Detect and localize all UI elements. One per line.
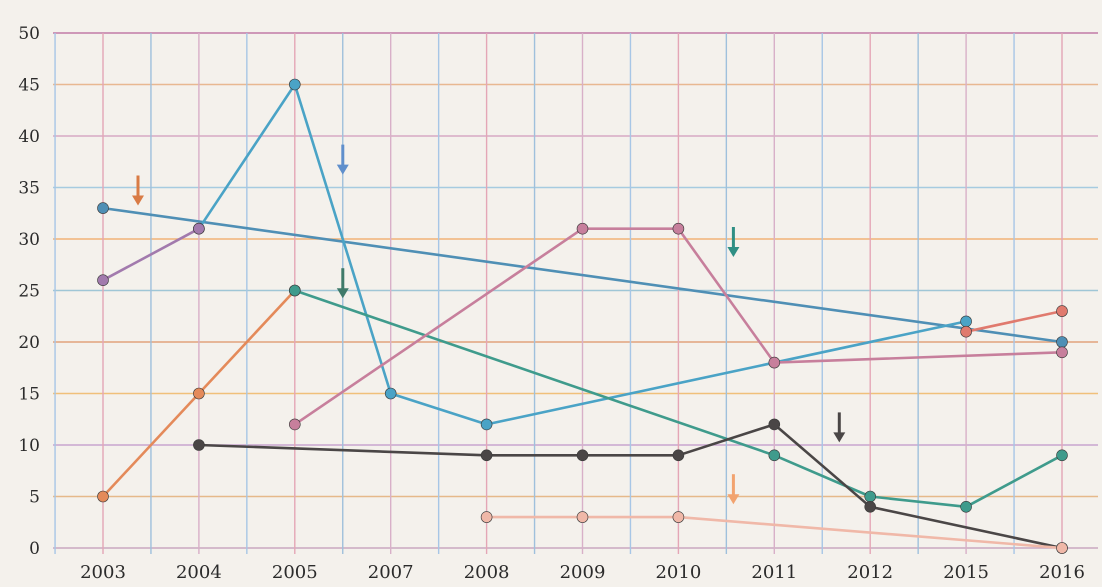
y-tick-label: 35: [18, 179, 40, 199]
arrow-head: [727, 247, 740, 257]
arrow-head: [833, 432, 846, 443]
data-point: [960, 315, 972, 328]
data-point: [768, 418, 781, 431]
x-tick-label: 2008: [464, 562, 510, 582]
y-tick-label: 50: [18, 24, 40, 44]
arrow-markers: [132, 144, 846, 505]
data-point: [864, 490, 877, 503]
y-tick-label: 10: [18, 436, 40, 456]
data-point: [960, 325, 972, 338]
x-tick-label: 2005: [272, 562, 318, 582]
data-point: [97, 202, 109, 214]
y-tick-label: 0: [29, 539, 40, 559]
x-tick-label: 2007: [368, 562, 414, 582]
data-point: [1056, 336, 1068, 348]
x-tick-label: 2016: [1039, 562, 1085, 582]
data-point: [672, 222, 685, 235]
grid: [53, 32, 1098, 554]
data-point: [97, 490, 109, 503]
data-point: [193, 222, 205, 235]
data-point: [288, 78, 301, 91]
data-point: [576, 449, 589, 462]
x-tick-label: 2010: [655, 562, 701, 582]
arrow-head: [727, 494, 740, 505]
data-point: [960, 500, 972, 513]
data-point: [193, 439, 205, 451]
y-tick-label: 25: [18, 282, 40, 302]
data-point: [97, 274, 109, 287]
series-line: [102, 227, 200, 282]
data-point: [480, 449, 493, 462]
data-point: [672, 511, 685, 523]
series-line: [965, 309, 1063, 333]
x-tick-label: 2011: [751, 562, 797, 582]
data-point: [480, 418, 493, 431]
data-point: [1056, 542, 1068, 554]
x-tick-label: 2012: [847, 562, 893, 582]
y-tick-label: 30: [18, 230, 40, 250]
series-line: [102, 206, 1063, 344]
data-point: [768, 449, 781, 462]
data-point: [768, 356, 781, 369]
data-point: [288, 418, 301, 431]
x-tick-label: 2004: [176, 562, 222, 582]
data-point: [1056, 346, 1068, 359]
data-point: [288, 284, 301, 297]
y-tick-label: 45: [18, 76, 40, 96]
data-point: [672, 449, 685, 462]
data-point: [576, 511, 589, 523]
data-point: [193, 387, 205, 400]
data-point: [1056, 305, 1068, 317]
x-tick-label: 2003: [80, 562, 126, 582]
x-tick-label: 2009: [560, 562, 606, 582]
data-point: [1056, 449, 1068, 462]
data-point: [576, 222, 589, 235]
data-point: [864, 500, 877, 513]
arrow-head: [336, 288, 349, 299]
data-point: [480, 511, 493, 523]
y-tick-label: 40: [18, 127, 40, 147]
arrow-head: [336, 164, 349, 175]
arrow-head: [132, 195, 144, 206]
x-tick-label: 2015: [943, 562, 989, 582]
axis-labels: 0 5 10 15 20 25 30 35 40 45 50 2003 2004 2005 2007 2008…: [18, 24, 1085, 583]
series-line: [486, 515, 1063, 550]
data-point: [384, 387, 397, 400]
series: [97, 78, 1068, 554]
y-tick-label: 15: [18, 385, 40, 405]
y-tick-label: 20: [18, 333, 40, 353]
y-tick-label: 5: [29, 488, 40, 508]
